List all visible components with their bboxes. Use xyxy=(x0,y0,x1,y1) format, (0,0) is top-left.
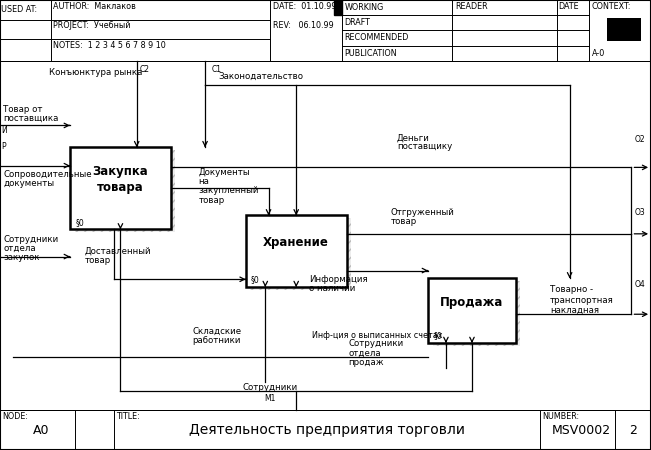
Text: §0: §0 xyxy=(251,275,260,284)
Bar xyxy=(74,150,176,232)
Text: Товарно -: Товарно - xyxy=(550,285,593,294)
Text: Продажа: Продажа xyxy=(440,296,504,309)
Text: Хранение: Хранение xyxy=(263,236,329,249)
Text: TITLE:: TITLE: xyxy=(116,412,139,421)
Text: PROJECT:  Учебный: PROJECT: Учебный xyxy=(53,22,131,31)
Text: PUBLICATION: PUBLICATION xyxy=(344,49,397,58)
Text: Складские: Складские xyxy=(192,327,241,336)
Text: CONTEXT:: CONTEXT: xyxy=(591,2,631,11)
Bar xyxy=(432,281,521,346)
Text: Документы: Документы xyxy=(199,168,250,177)
Bar xyxy=(70,147,171,230)
Text: Законодательство: Законодательство xyxy=(218,72,303,81)
Text: закупок: закупок xyxy=(3,253,40,262)
Text: §0: §0 xyxy=(434,331,442,340)
Text: товар: товар xyxy=(85,256,111,265)
Text: C2: C2 xyxy=(140,65,150,74)
Text: Сопроводительные: Сопроводительные xyxy=(3,170,92,179)
Text: работники: работники xyxy=(192,336,241,345)
Text: Отгруженный: Отгруженный xyxy=(391,208,454,217)
Text: И: И xyxy=(1,126,7,135)
Text: Деньги: Деньги xyxy=(397,133,430,142)
Text: товар: товар xyxy=(199,196,225,205)
Text: на: на xyxy=(199,177,210,186)
Bar xyxy=(250,218,352,290)
Text: 2: 2 xyxy=(629,424,637,436)
Text: закупленный: закупленный xyxy=(199,186,259,195)
Text: Доставленный: Доставленный xyxy=(85,247,151,256)
Text: Товар от: Товар от xyxy=(3,105,43,114)
Text: Инф-ция о выписанных счетах: Инф-ция о выписанных счетах xyxy=(312,331,443,340)
Text: NODE:: NODE: xyxy=(2,412,28,421)
Text: A-0: A-0 xyxy=(592,49,605,58)
Text: Сотрудники: Сотрудники xyxy=(348,339,404,348)
Text: C1: C1 xyxy=(212,65,221,74)
Text: О2: О2 xyxy=(635,135,645,144)
Text: накладная: накладная xyxy=(550,306,599,315)
Text: отдела: отдела xyxy=(348,349,381,358)
Text: Р: Р xyxy=(1,142,6,151)
Text: Закупка
товара: Закупка товара xyxy=(92,165,148,194)
Text: §0: §0 xyxy=(76,218,84,227)
Text: О3: О3 xyxy=(635,208,646,217)
Text: продаж: продаж xyxy=(348,358,384,367)
Text: MSV0002: MSV0002 xyxy=(551,424,611,436)
Bar xyxy=(432,281,521,346)
Bar xyxy=(250,218,352,290)
Bar xyxy=(74,150,176,232)
Bar xyxy=(428,279,516,343)
Text: NOTES:  1 2 3 4 5 6 7 8 9 10: NOTES: 1 2 3 4 5 6 7 8 9 10 xyxy=(53,41,166,50)
Text: REV:   06.10.99: REV: 06.10.99 xyxy=(273,22,333,31)
Text: поставщику: поставщику xyxy=(397,142,452,151)
Text: транспортная: транспортная xyxy=(550,296,614,305)
Text: товар: товар xyxy=(391,217,417,226)
Text: отдела: отдела xyxy=(3,244,36,253)
Text: О4: О4 xyxy=(635,280,646,289)
Text: Сотрудники: Сотрудники xyxy=(3,234,59,243)
Text: документы: документы xyxy=(3,180,55,189)
Text: A0: A0 xyxy=(33,424,49,436)
Text: NUMBER:: NUMBER: xyxy=(542,412,579,421)
Text: RECOMMENDED: RECOMMENDED xyxy=(344,33,409,42)
Text: WORKING: WORKING xyxy=(344,3,383,12)
Bar xyxy=(607,18,641,41)
Text: DRAFT: DRAFT xyxy=(344,18,370,27)
Text: Сотрудники: Сотрудники xyxy=(243,383,298,392)
Text: USED AT:: USED AT: xyxy=(1,5,37,14)
Text: Конъюнктура рынка: Конъюнктура рынка xyxy=(49,68,142,77)
Text: М1: М1 xyxy=(264,394,276,403)
Text: Деятельность предприятия торговли: Деятельность предприятия торговли xyxy=(189,423,465,437)
Text: поставщика: поставщика xyxy=(3,114,59,123)
Text: Информация: Информация xyxy=(309,275,368,284)
Text: READER: READER xyxy=(455,2,488,11)
Text: DATE: DATE xyxy=(559,2,579,11)
Bar xyxy=(246,216,346,287)
Bar xyxy=(334,0,342,15)
Text: о наличии: о наличии xyxy=(309,284,355,292)
Text: AUTHOR:  Маклаков: AUTHOR: Маклаков xyxy=(53,2,136,11)
Text: DATE:  01.10.99: DATE: 01.10.99 xyxy=(273,2,337,11)
